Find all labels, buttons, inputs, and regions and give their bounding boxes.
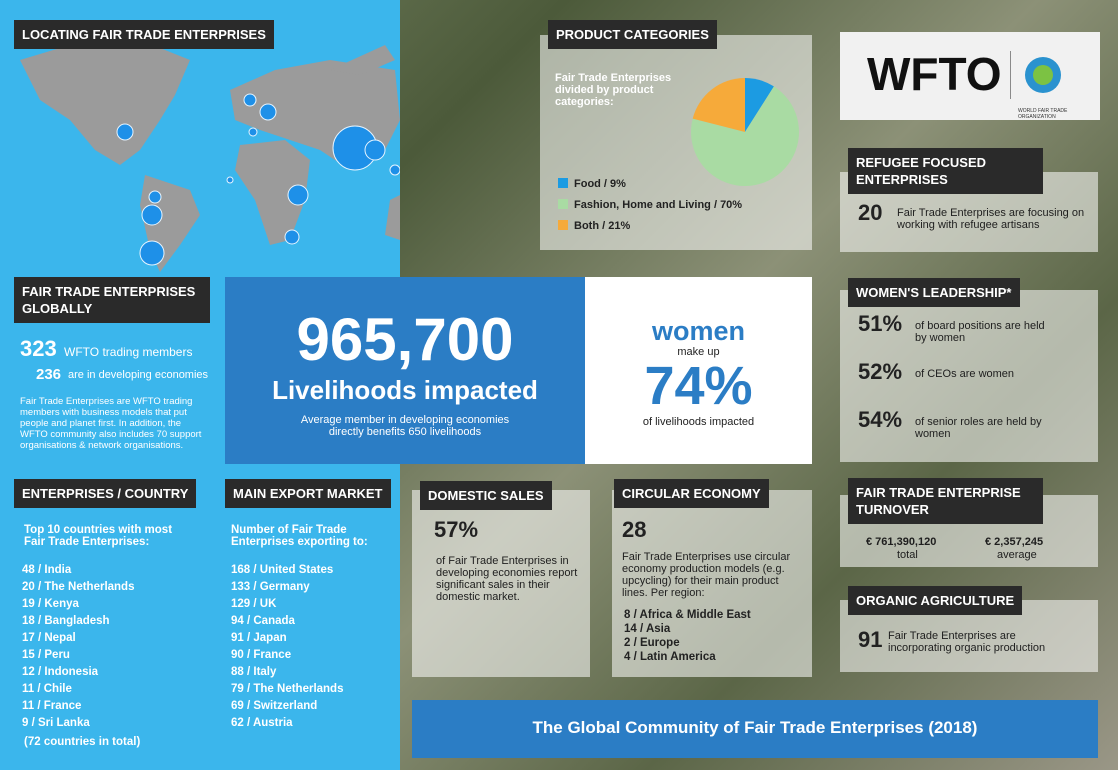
list-item: 168 / United States (231, 564, 334, 576)
list-item: 17 / Nepal (22, 632, 76, 644)
legend-swatch (558, 199, 568, 209)
pie-slice (745, 78, 774, 132)
note: Average member in developing economies d… (300, 414, 510, 438)
turnover-label: total (897, 549, 918, 561)
section-title: FAIR TRADE ENTERPRISES GLOBALLY (14, 277, 210, 323)
women-number: 74% (644, 356, 753, 416)
stat-number: 57% (434, 517, 479, 542)
section-title: ORGANIC AGRICULTURE (848, 586, 1023, 615)
list-item: 15 / Peru (22, 649, 70, 661)
section-title: MAIN EXPORT MARKET (225, 479, 391, 508)
logo-tagline: WORLD FAIR TRADE ORGANIZATION (1018, 108, 1068, 120)
list-item: 79 / The Netherlands (231, 683, 344, 695)
stat-text: Fair Trade Enterprises use circular econ… (622, 551, 791, 599)
list-item: 91 / Japan (231, 632, 287, 644)
panel (412, 490, 590, 677)
section-title: REFUGEE FOCUSED ENTERPRISES (848, 148, 1043, 194)
stat-number: 28 (622, 517, 647, 542)
banner (412, 700, 1098, 758)
list-item: 14 / Asia (624, 623, 671, 635)
list-item: 19 / Kenya (22, 598, 79, 610)
women-title: women (651, 316, 745, 346)
list-item: 62 / Austria (231, 717, 293, 729)
stat-text: of senior roles are held by women (915, 416, 1042, 440)
stat-number: 91 (858, 627, 883, 652)
big-number: 965,700 (296, 306, 514, 373)
footer: (72 countries in total) (24, 736, 141, 748)
panel (840, 290, 1098, 462)
legend-label: Food / 9% (574, 178, 626, 190)
stat-text: of Fair Trade Enterprises in developing … (436, 555, 578, 603)
section-title: LOCATING FAIR TRADE ENTERPRISES (14, 20, 274, 49)
subtitle: Fair Trade Enterprises divided by produc… (555, 72, 672, 108)
pie-slice (691, 86, 799, 186)
pie-slice (692, 78, 745, 132)
stat-text: WFTO trading members (64, 345, 193, 359)
legend-label: Both / 21% (574, 220, 630, 232)
big-label: Livelihoods impacted (272, 375, 538, 405)
turnover-value: € 2,357,245 (985, 536, 1044, 548)
intro: Number of Fair Trade Enterprises exporti… (231, 524, 368, 548)
stat-number: 52% (858, 359, 903, 384)
intro: Top 10 countries with most Fair Trade En… (24, 524, 173, 548)
banner-text: The Global Community of Fair Trade Enter… (532, 718, 978, 737)
section-title: WOMEN'S LEADERSHIP* (848, 278, 1020, 307)
women-note: of livelihoods impacted (642, 416, 755, 428)
panel (612, 490, 812, 677)
section-title: PRODUCT CATEGORIES (548, 20, 717, 49)
list-item: 11 / Chile (22, 683, 72, 695)
section-title: ENTERPRISES / COUNTRY (14, 479, 197, 508)
list-item: 20 / The Netherlands (22, 581, 135, 593)
pie-chart: Food / 9% Fashion, Home and Living / 70% B… (558, 78, 799, 232)
women-box (585, 277, 812, 464)
women-subtitle: make up (677, 346, 720, 358)
export-list: 168 / United States 133 / Germany 129 / UK… (231, 562, 343, 732)
list-item: 8 / Africa & Middle East (624, 609, 751, 621)
list-item: 4 / Latin America (624, 651, 716, 663)
legend-swatch (558, 220, 568, 230)
list-item: 2 / Europe (624, 637, 680, 649)
stat-text: Fair Trade Enterprises are incorporating… (888, 630, 1046, 654)
turnover-value: € 761,390,120 (866, 536, 937, 548)
list-item: 94 / Canada (231, 615, 295, 627)
list-item: 18 / Bangladesh (22, 615, 110, 627)
section-title: FAIR TRADE ENTERPRISE TURNOVER (848, 478, 1043, 524)
stat-number: 54% (858, 407, 903, 432)
list-item: 90 / France (231, 649, 292, 661)
list-item: 11 / France (22, 700, 82, 712)
stat-number: 20 (858, 200, 883, 225)
country-list: 48 / India 20 / The Netherlands 19 / Kenya… (22, 562, 134, 732)
region-list: 8 / Africa & Middle East 14 / Asia 2 / Eur… (624, 608, 751, 664)
section-title: CIRCULAR ECONOMY (614, 479, 769, 508)
list-item: 69 / Switzerland (231, 700, 318, 712)
legend-swatch (558, 178, 568, 188)
list-item: 12 / Indonesia (22, 666, 99, 678)
list-item: 48 / India (22, 564, 72, 576)
stat-text: are in developing economies (68, 369, 209, 381)
stat-text: Fair Trade Enterprises are focusing on w… (897, 207, 1085, 231)
stat-number: 323 (20, 336, 57, 361)
paragraph: Fair Trade Enterprises are WFTO trading … (20, 396, 202, 451)
stat-text: of board positions are held by women (915, 320, 1045, 344)
logo-text: WFTO (867, 48, 1002, 100)
list-item: 129 / UK (231, 598, 277, 610)
list-item: 133 / Germany (231, 581, 310, 593)
world-map (20, 40, 400, 272)
logo-mark (1010, 51, 1061, 99)
list-item: 88 / Italy (231, 666, 277, 678)
stat-number: 51% (858, 311, 903, 336)
stat-text: of CEOs are women (915, 368, 1015, 380)
highlight-box (225, 277, 585, 464)
legend-label: Fashion, Home and Living / 70% (574, 199, 742, 211)
section-title: DOMESTIC SALES (420, 481, 552, 510)
list-item: 9 / Sri Lanka (22, 717, 90, 729)
stat-number: 236 (36, 366, 62, 383)
turnover-label: average (997, 549, 1037, 561)
